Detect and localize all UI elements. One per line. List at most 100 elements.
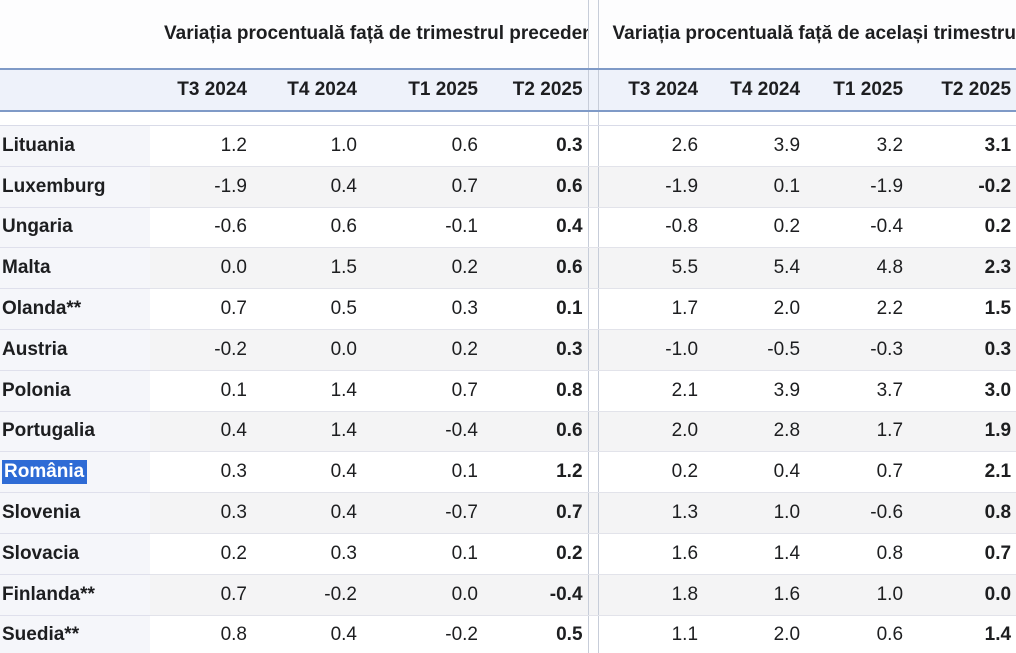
col-header-yoy-t1-2025: T1 2025 bbox=[805, 68, 909, 112]
row-label-slovenia: Slovenia bbox=[0, 492, 150, 534]
row-label-malta: Malta bbox=[0, 247, 150, 290]
column-divider bbox=[587, 68, 599, 112]
data-cell: 2.1 bbox=[598, 370, 704, 412]
group-header-prev-quarter: Variația procentuală față de trimestrul … bbox=[150, 0, 589, 69]
data-cell: 0.7 bbox=[483, 492, 589, 534]
data-cell: 0.3 bbox=[483, 125, 589, 167]
row-label-olanda: Olanda** bbox=[0, 288, 150, 330]
col-header-prev-t4-2024: T4 2024 bbox=[252, 68, 362, 112]
data-cell: 0.2 bbox=[483, 533, 589, 575]
data-cell: 0.6 bbox=[362, 125, 483, 167]
data-cell: 1.4 bbox=[252, 370, 362, 412]
data-cell: 0.8 bbox=[908, 492, 1016, 534]
table-row: Slovacia 0.2 0.3 0.1 0.2 1.6 1.4 0.8 0.7 bbox=[0, 533, 1016, 575]
corner-cell bbox=[0, 0, 150, 69]
data-cell: 1.0 bbox=[252, 125, 362, 167]
data-cell: 0.5 bbox=[252, 288, 362, 330]
column-divider bbox=[587, 166, 599, 208]
data-cell: -0.2 bbox=[252, 574, 362, 616]
column-divider bbox=[587, 111, 599, 126]
col-header-prev-t3-2024: T3 2024 bbox=[150, 68, 252, 112]
data-cell: 1.1 bbox=[598, 615, 704, 653]
data-cell: -1.0 bbox=[598, 329, 704, 371]
data-cell: -0.6 bbox=[805, 492, 909, 534]
data-cell: 2.0 bbox=[703, 615, 806, 653]
data-cell: 0.4 bbox=[252, 166, 362, 208]
data-cell: 2.0 bbox=[703, 288, 806, 330]
row-label-finlanda: Finlanda** bbox=[0, 574, 150, 616]
data-cell: 0.4 bbox=[252, 451, 362, 494]
data-cell: 3.9 bbox=[703, 370, 806, 412]
row-label-luxemburg: Luxemburg bbox=[0, 166, 150, 208]
data-cell: -0.5 bbox=[703, 329, 806, 371]
row-label-romania: România bbox=[0, 451, 150, 494]
column-divider bbox=[587, 370, 599, 412]
table-row: Austria -0.2 0.0 0.2 0.3 -1.0 -0.5 -0.3 … bbox=[0, 329, 1016, 371]
group-header-same-quarter-prev-year: Variația procentuală față de același tri… bbox=[598, 0, 1016, 69]
table-row: Luxemburg -1.9 0.4 0.7 0.6 -1.9 0.1 -1.9… bbox=[0, 166, 1016, 208]
data-cell: 2.6 bbox=[598, 125, 704, 167]
col-header-yoy-t3-2024: T3 2024 bbox=[598, 68, 704, 112]
data-cell: 2.1 bbox=[908, 451, 1016, 494]
data-cell: 0.7 bbox=[150, 574, 252, 616]
col-header-yoy-t4-2024: T4 2024 bbox=[703, 68, 806, 112]
data-cell: 0.0 bbox=[150, 247, 252, 290]
data-cell: 0.2 bbox=[598, 451, 704, 494]
data-cell: 0.4 bbox=[483, 207, 589, 249]
data-cell: 0.7 bbox=[362, 370, 483, 412]
data-cell: 0.6 bbox=[805, 615, 909, 653]
data-cell: 5.5 bbox=[598, 247, 704, 290]
data-cell: 0.6 bbox=[483, 411, 589, 453]
data-cell: 3.0 bbox=[908, 370, 1016, 412]
data-cell: 0.4 bbox=[150, 411, 252, 453]
data-cell: 0.2 bbox=[150, 533, 252, 575]
data-cell: 1.5 bbox=[252, 247, 362, 290]
col-header-yoy-t2-2025: T2 2025 bbox=[908, 68, 1016, 112]
column-divider bbox=[587, 0, 599, 69]
row-label-austria: Austria bbox=[0, 329, 150, 371]
row-label-ungaria: Ungaria bbox=[0, 207, 150, 249]
data-cell: 0.1 bbox=[150, 370, 252, 412]
data-cell: -0.6 bbox=[150, 207, 252, 249]
data-cell: 1.0 bbox=[805, 574, 909, 616]
data-cell: 2.8 bbox=[703, 411, 806, 453]
data-cell: 0.2 bbox=[703, 207, 806, 249]
data-cell: 1.9 bbox=[908, 411, 1016, 453]
table-row: Olanda** 0.7 0.5 0.3 0.1 1.7 2.0 2.2 1.5 bbox=[0, 288, 1016, 330]
table-row: Ungaria -0.6 0.6 -0.1 0.4 -0.8 0.2 -0.4 … bbox=[0, 207, 1016, 249]
column-divider bbox=[587, 247, 599, 290]
data-cell: 1.7 bbox=[805, 411, 909, 453]
row-label-polonia: Polonia bbox=[0, 370, 150, 412]
column-divider bbox=[587, 411, 599, 453]
data-cell: 0.7 bbox=[805, 451, 909, 494]
data-cell: 0.3 bbox=[908, 329, 1016, 371]
data-cell: 1.3 bbox=[598, 492, 704, 534]
data-cell: 0.4 bbox=[252, 492, 362, 534]
col-header-prev-t2-2025: T2 2025 bbox=[483, 68, 589, 112]
data-cell: -1.9 bbox=[598, 166, 704, 208]
quarter-header-row: T3 2024 T4 2024 T1 2025 T2 2025 T3 2024 … bbox=[0, 68, 1016, 112]
data-cell: 0.1 bbox=[362, 533, 483, 575]
data-cell: 2.0 bbox=[598, 411, 704, 453]
row-label-lituania: Lituania bbox=[0, 125, 150, 167]
data-cell: -0.2 bbox=[908, 166, 1016, 208]
column-divider bbox=[587, 288, 599, 330]
data-cell: -0.7 bbox=[362, 492, 483, 534]
data-cell: 0.8 bbox=[805, 533, 909, 575]
data-cell: 0.8 bbox=[150, 615, 252, 653]
data-cell: 0.1 bbox=[703, 166, 806, 208]
table-row-highlighted: România 0.3 0.4 0.1 1.2 0.2 0.4 0.7 2.1 bbox=[0, 451, 1016, 494]
column-divider bbox=[587, 533, 599, 575]
data-cell: 1.6 bbox=[598, 533, 704, 575]
data-cell: 3.2 bbox=[805, 125, 909, 167]
table-row: Polonia 0.1 1.4 0.7 0.8 2.1 3.9 3.7 3.0 bbox=[0, 370, 1016, 412]
data-cell: 0.2 bbox=[362, 247, 483, 290]
data-cell: -0.4 bbox=[483, 574, 589, 616]
data-cell: 0.2 bbox=[908, 207, 1016, 249]
selected-text-romania[interactable]: România bbox=[2, 460, 88, 485]
data-cell: -0.2 bbox=[362, 615, 483, 653]
table-row: Lituania 1.2 1.0 0.6 0.3 2.6 3.9 3.2 3.1 bbox=[0, 125, 1016, 167]
table-row: Slovenia 0.3 0.4 -0.7 0.7 1.3 1.0 -0.6 0… bbox=[0, 492, 1016, 534]
data-cell: 5.4 bbox=[703, 247, 806, 290]
